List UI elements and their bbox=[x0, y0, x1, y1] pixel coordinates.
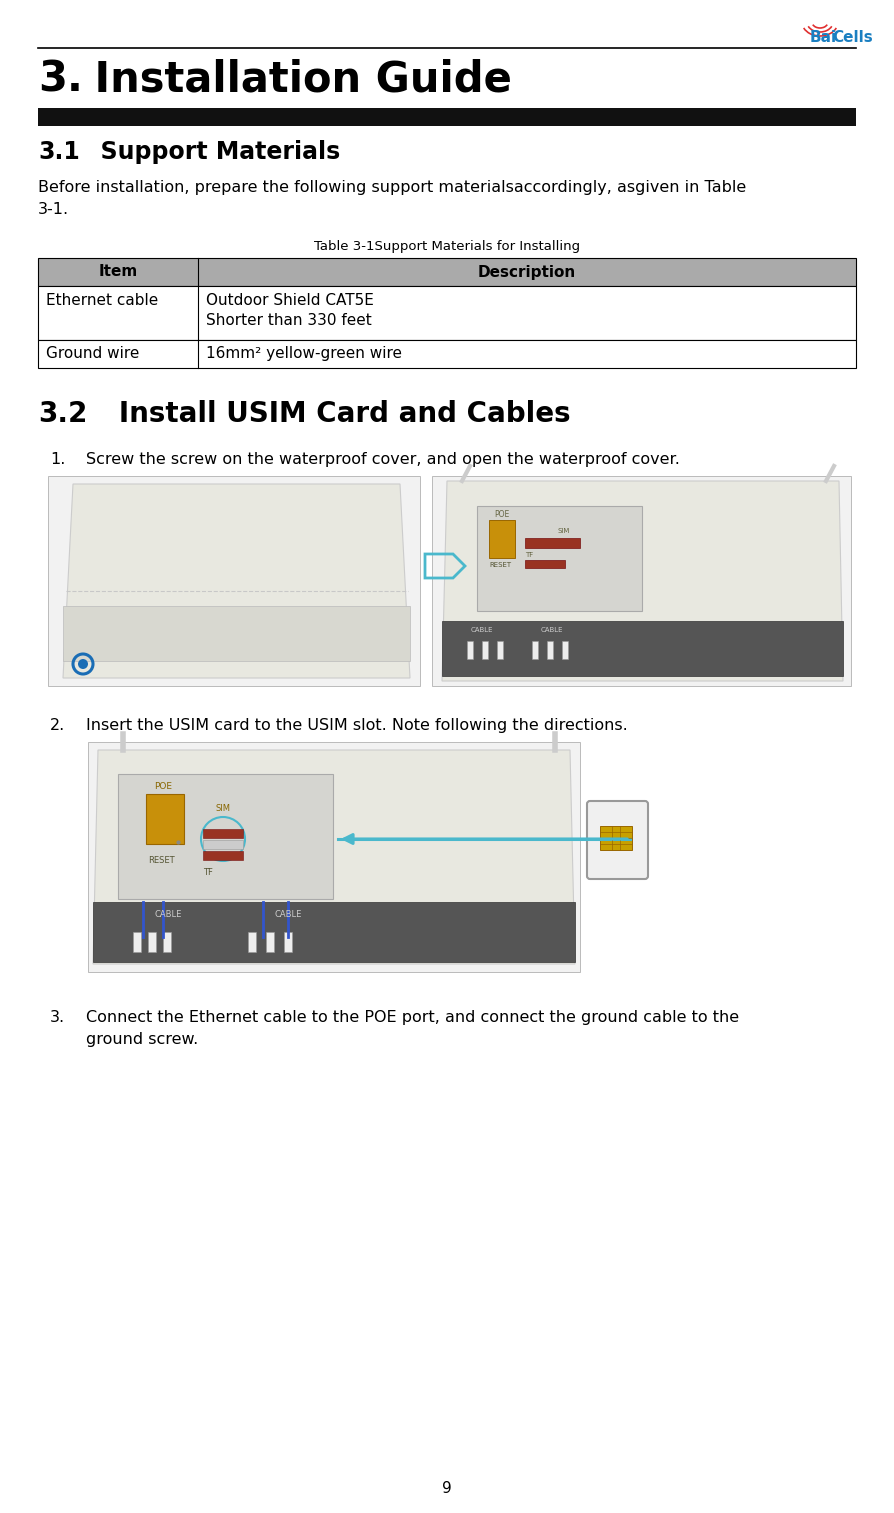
Bar bbox=[203, 840, 243, 849]
Polygon shape bbox=[442, 481, 843, 681]
Bar bbox=[477, 505, 642, 611]
Bar bbox=[38, 107, 856, 126]
Bar bbox=[467, 642, 473, 660]
Bar bbox=[600, 826, 632, 850]
Text: Before installation, prepare the following support materialsaccordingly, asgiven: Before installation, prepare the followi… bbox=[38, 180, 746, 195]
Bar bbox=[248, 932, 256, 952]
Bar bbox=[146, 794, 184, 844]
Polygon shape bbox=[93, 750, 575, 964]
Text: 3.: 3. bbox=[38, 57, 83, 100]
Bar bbox=[148, 932, 156, 952]
Bar bbox=[525, 539, 580, 548]
Text: Support Materials: Support Materials bbox=[84, 141, 341, 163]
Text: RESET: RESET bbox=[148, 856, 174, 865]
Bar bbox=[88, 741, 580, 971]
Bar bbox=[203, 850, 243, 859]
Bar bbox=[442, 620, 843, 676]
Bar bbox=[266, 932, 274, 952]
Text: Bai: Bai bbox=[810, 30, 837, 45]
Text: POE: POE bbox=[494, 510, 510, 519]
Text: Outdoor Shield CAT5E: Outdoor Shield CAT5E bbox=[206, 294, 374, 309]
Text: CABLE: CABLE bbox=[155, 909, 181, 918]
Text: POE: POE bbox=[154, 782, 172, 791]
Text: 16mm² yellow-green wire: 16mm² yellow-green wire bbox=[206, 346, 402, 362]
Text: CABLE: CABLE bbox=[541, 626, 563, 632]
Bar bbox=[48, 477, 420, 685]
Text: CABLE: CABLE bbox=[471, 626, 493, 632]
Text: TF: TF bbox=[525, 552, 533, 558]
Text: SIM: SIM bbox=[557, 528, 569, 534]
Bar bbox=[118, 775, 333, 899]
FancyBboxPatch shape bbox=[587, 800, 648, 879]
Text: ground screw.: ground screw. bbox=[86, 1032, 198, 1047]
Text: Screw the screw on the waterproof cover, and open the waterproof cover.: Screw the screw on the waterproof cover,… bbox=[86, 452, 679, 468]
Bar bbox=[38, 259, 856, 286]
Bar bbox=[525, 560, 565, 567]
Text: Description: Description bbox=[478, 265, 576, 280]
Text: Ethernet cable: Ethernet cable bbox=[46, 294, 158, 309]
Bar bbox=[93, 902, 575, 962]
Text: 3-1.: 3-1. bbox=[38, 203, 69, 216]
Bar bbox=[203, 829, 243, 838]
Text: Item: Item bbox=[98, 265, 138, 280]
Bar bbox=[63, 607, 410, 661]
Bar bbox=[497, 642, 503, 660]
Text: Shorter than 330 feet: Shorter than 330 feet bbox=[206, 313, 372, 328]
Text: RESET: RESET bbox=[489, 561, 511, 567]
Circle shape bbox=[78, 660, 88, 669]
Text: TF: TF bbox=[203, 868, 213, 878]
Bar bbox=[38, 340, 856, 368]
Bar bbox=[133, 932, 141, 952]
Bar bbox=[562, 642, 568, 660]
Bar bbox=[489, 520, 515, 558]
Bar bbox=[432, 477, 851, 685]
Text: Installation Guide: Installation Guide bbox=[80, 57, 512, 100]
Text: 2.: 2. bbox=[50, 719, 65, 732]
Text: Cells: Cells bbox=[832, 30, 873, 45]
Text: CABLE: CABLE bbox=[274, 909, 301, 918]
Polygon shape bbox=[63, 484, 410, 678]
Text: 3.: 3. bbox=[50, 1011, 65, 1024]
Text: Insert the USIM card to the USIM slot. Note following the directions.: Insert the USIM card to the USIM slot. N… bbox=[86, 719, 628, 732]
Bar bbox=[482, 642, 488, 660]
Bar bbox=[284, 932, 292, 952]
Text: 9: 9 bbox=[443, 1481, 451, 1496]
Text: SIM: SIM bbox=[215, 803, 231, 812]
Text: Table 3-1Support Materials for Installing: Table 3-1Support Materials for Installin… bbox=[314, 241, 580, 253]
Text: 3.2: 3.2 bbox=[38, 399, 88, 428]
Text: Install USIM Card and Cables: Install USIM Card and Cables bbox=[90, 399, 570, 428]
Text: 1.: 1. bbox=[50, 452, 65, 468]
Bar bbox=[38, 286, 856, 340]
Bar bbox=[547, 642, 553, 660]
Bar bbox=[163, 932, 171, 952]
Text: Connect the Ethernet cable to the POE port, and connect the ground cable to the: Connect the Ethernet cable to the POE po… bbox=[86, 1011, 739, 1024]
Text: 3.1: 3.1 bbox=[38, 141, 80, 163]
Bar bbox=[532, 642, 538, 660]
Text: Ground wire: Ground wire bbox=[46, 346, 139, 362]
